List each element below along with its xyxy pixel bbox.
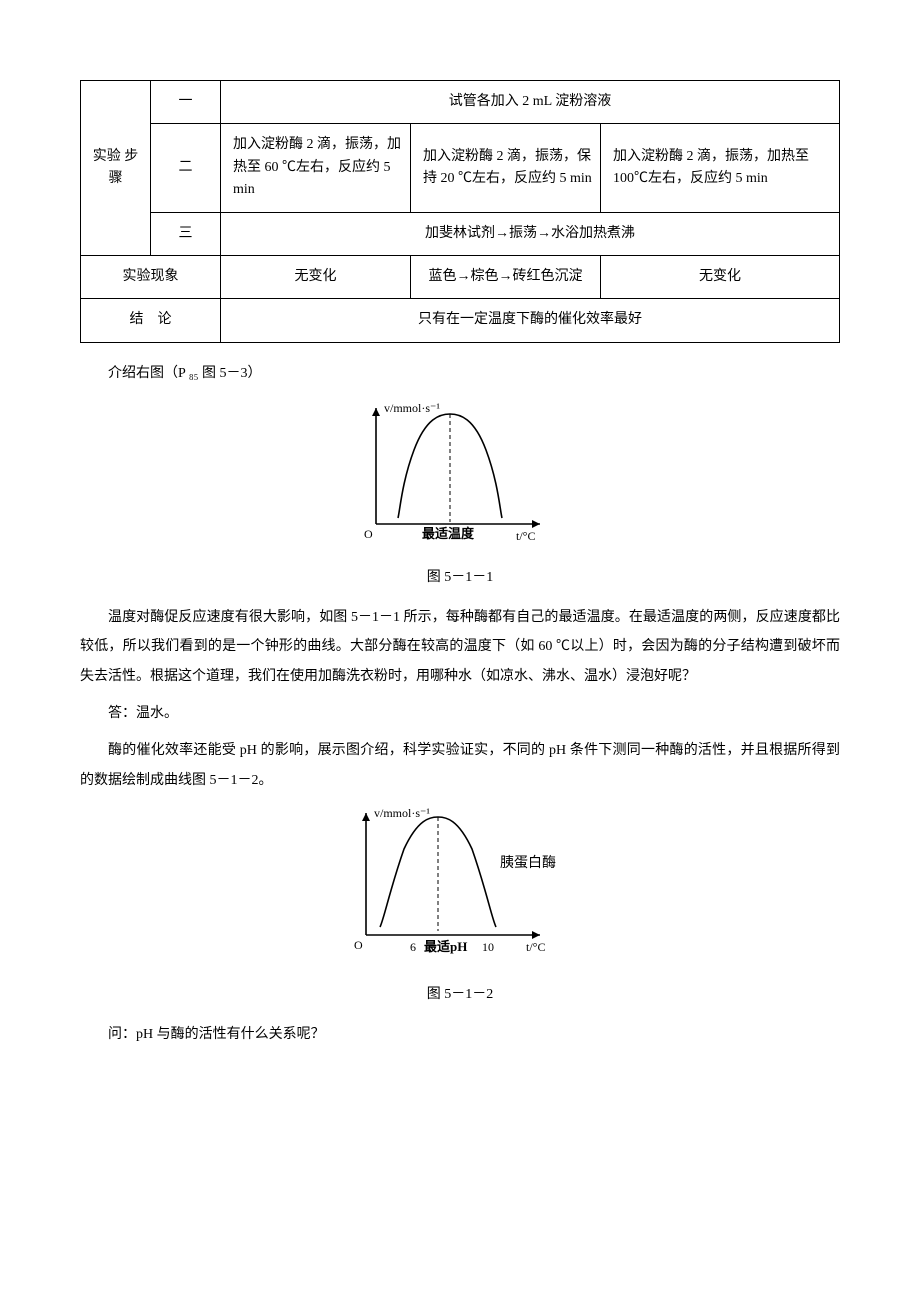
figure-5-1-1: v/mmol·s⁻¹ t/°C O 最适温度	[80, 400, 840, 558]
phenom-cell-3: 无变化	[601, 255, 840, 298]
y-axis-label: v/mmol·s⁻¹	[374, 807, 430, 820]
row-steps-label: 实验 步骤	[81, 81, 151, 256]
origin-label: O	[364, 527, 373, 541]
step-num-3: 三	[151, 212, 221, 255]
tick-optimal: 最适pH	[424, 939, 467, 954]
step2-cell-3: 加入淀粉酶 2 滴，振荡，加热至 100℃左右，反应约 5 min	[601, 124, 840, 212]
fig1-caption: 图 5－1－1	[80, 567, 840, 589]
para-temperature: 温度对酶促反应速度有很大影响，如图 5－1－1 所示，每种酶都有自己的最适温度。…	[80, 603, 840, 691]
question-ph: 问：pH 与酶的活性有什么关系呢？	[80, 1020, 840, 1049]
intro-fig1-text: 介绍右图（P ₈₅ 图 5－3）	[80, 359, 840, 388]
phenom-cell-1: 无变化	[221, 255, 411, 298]
y-axis-arrow	[362, 813, 370, 821]
phenom-label: 实验现象	[81, 255, 221, 298]
chart-temperature: v/mmol·s⁻¹ t/°C O 最适温度	[340, 400, 580, 550]
y-axis-arrow	[372, 408, 380, 416]
step2-cell-1: 加入淀粉酶 2 滴，振荡，加热至 60 ℃左右，反应约 5 min	[221, 124, 411, 212]
origin-label: O	[354, 938, 363, 952]
step2-cell-2: 加入淀粉酶 2 滴，振荡，保持 20 ℃左右，反应约 5 min	[411, 124, 601, 212]
fig2-caption: 图 5－1－2	[80, 984, 840, 1006]
enzyme-label: 胰蛋白酶	[500, 855, 556, 871]
experiment-table: 实验 步骤 一 试管各加入 2 mL 淀粉溶液 二 加入淀粉酶 2 滴，振荡，加…	[80, 80, 840, 343]
step1-content: 试管各加入 2 mL 淀粉溶液	[221, 81, 840, 124]
y-axis-label: v/mmol·s⁻¹	[384, 401, 440, 415]
step-num-2: 二	[151, 124, 221, 212]
answer-temperature: 答：温水。	[80, 699, 840, 728]
concl-content: 只有在一定温度下酶的催化效率最好	[221, 299, 840, 342]
x-axis-label: t/°C	[516, 529, 535, 543]
x-axis-arrow	[532, 931, 540, 939]
figure-5-1-2: v/mmol·s⁻¹ t/°C O 6 最适pH 10 胰蛋白酶	[80, 807, 840, 975]
tick-6: 6	[410, 940, 416, 954]
peak-label: 最适温度	[422, 526, 475, 541]
chart-ph: v/mmol·s⁻¹ t/°C O 6 最适pH 10 胰蛋白酶	[330, 807, 590, 967]
x-axis-label: t/°C	[526, 940, 545, 954]
para-ph: 酶的催化效率还能受 pH 的影响，展示图介绍，科学实验证实，不同的 pH 条件下…	[80, 736, 840, 795]
concl-label: 结 论	[81, 299, 221, 342]
tick-10: 10	[482, 940, 494, 954]
step3-content: 加斐林试剂→振荡→水浴加热煮沸	[221, 212, 840, 255]
step-num-1: 一	[151, 81, 221, 124]
x-axis-arrow	[532, 520, 540, 528]
phenom-cell-2: 蓝色→棕色→砖红色沉淀	[411, 255, 601, 298]
